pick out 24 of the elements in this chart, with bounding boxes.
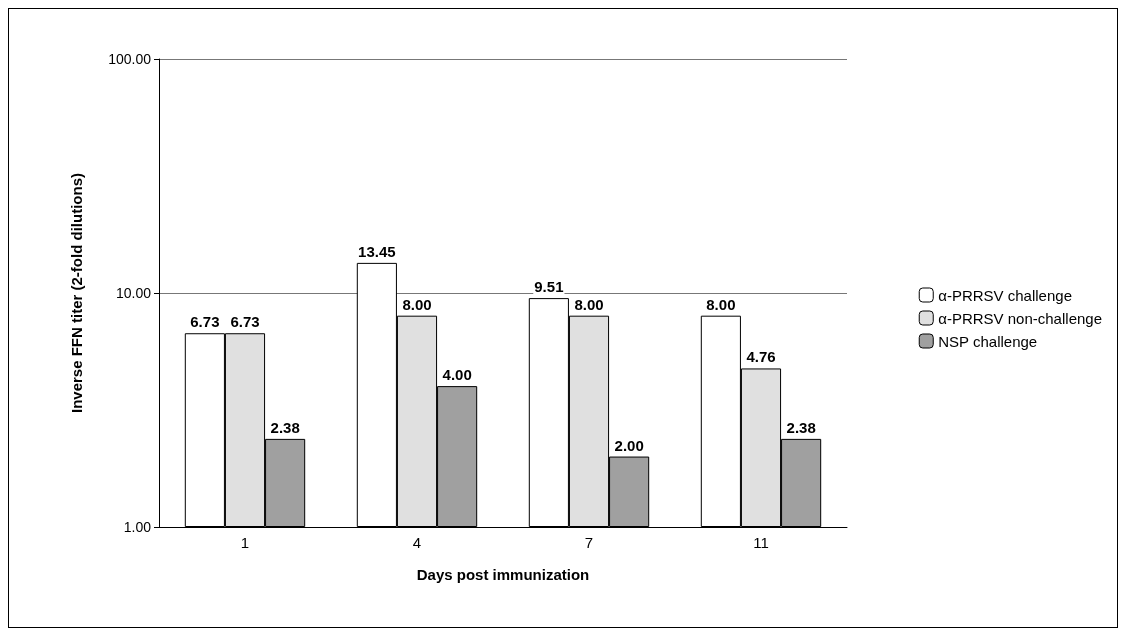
data-label: 2.38 <box>270 418 300 436</box>
y-tick-label: 10.00 <box>115 285 152 301</box>
data-label: 13.45 <box>358 242 396 260</box>
data-label: 2.38 <box>786 418 816 436</box>
data-label: 4.76 <box>746 348 776 366</box>
data-label: 6.73 <box>230 313 260 331</box>
data-label: 9.51 <box>534 278 564 296</box>
x-tick-label: 11 <box>753 534 769 551</box>
data-label: 8.00 <box>706 295 736 313</box>
legend-label: α-PRRSV non-challenge <box>938 309 1103 327</box>
x-tick-label: 1 <box>240 534 250 551</box>
y-tick-label: 1.00 <box>123 519 152 535</box>
x-tick-label: 4 <box>412 534 422 551</box>
legend-label: α-PRRSV challenge <box>938 286 1072 304</box>
data-label: 8.00 <box>402 295 432 313</box>
legend-label: NSP challenge <box>938 332 1038 350</box>
x-tick-label: 7 <box>584 534 594 551</box>
y-tick-label: 100.00 <box>108 51 152 67</box>
x-axis-title: Days post immunization <box>416 566 590 583</box>
data-label: 2.00 <box>614 436 644 454</box>
y-axis-title: Inverse FFN titer (2-fold dilutions) <box>68 172 85 414</box>
data-label: 8.00 <box>574 295 604 313</box>
data-label: 6.73 <box>190 313 220 331</box>
data-label: 4.00 <box>442 366 472 384</box>
